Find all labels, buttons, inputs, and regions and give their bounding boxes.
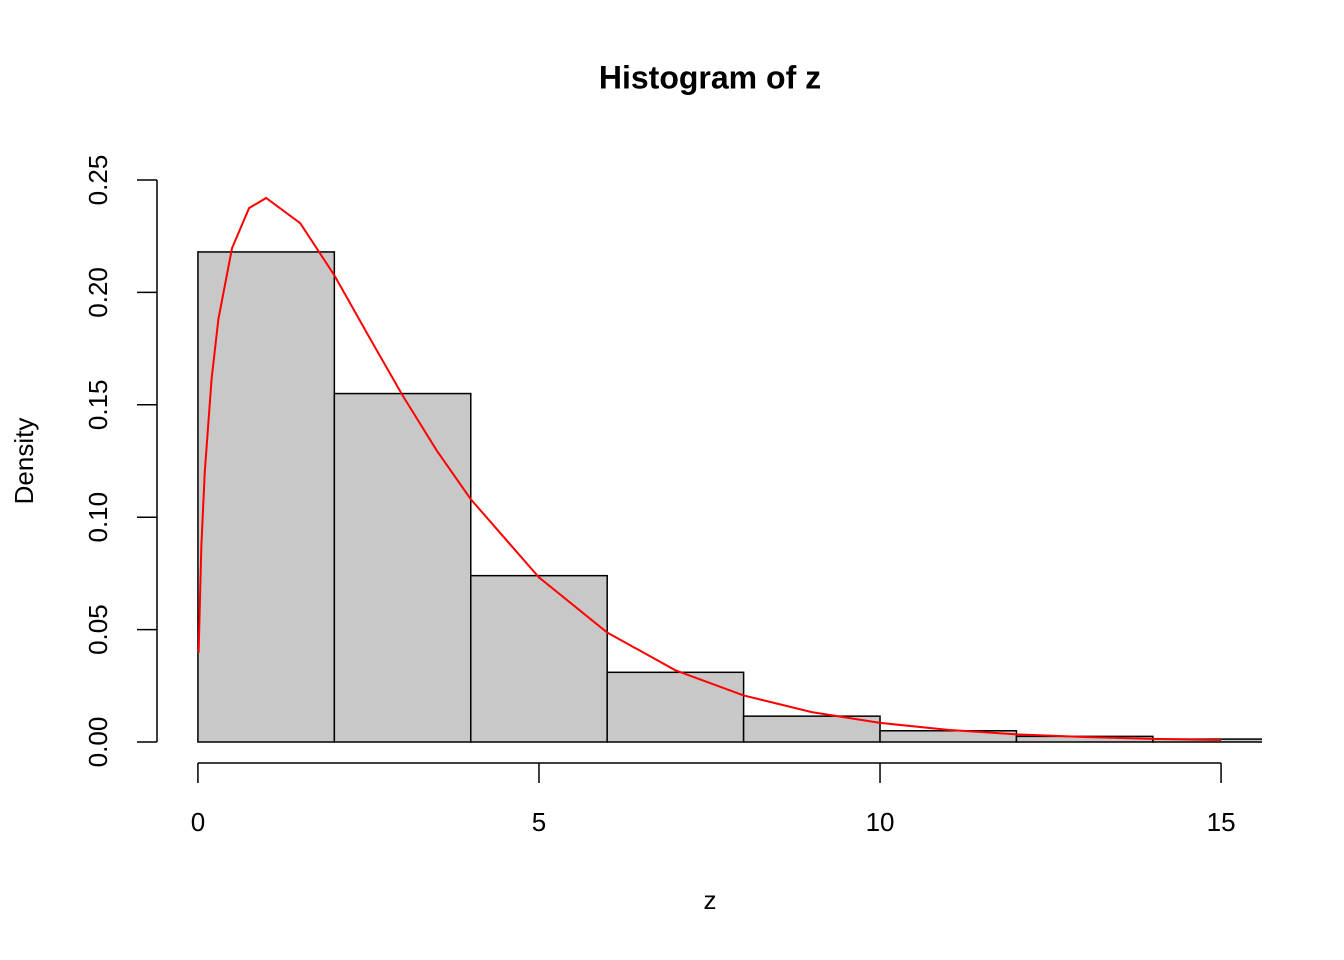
y-tick-label: 0.15: [83, 379, 113, 430]
bar: [470, 574, 608, 743]
bar: [742, 715, 881, 743]
bar: [333, 392, 472, 743]
x-tick-label: 5: [532, 807, 546, 837]
chart-title: Histogram of z: [599, 59, 821, 95]
x-tick-label: 0: [191, 807, 205, 837]
density-curve: [197, 196, 1222, 741]
y-tick-label: 0.10: [83, 492, 113, 543]
x-tick-label: 10: [866, 807, 895, 837]
x-axis-label: z: [704, 885, 717, 915]
y-axis-label: Density: [9, 418, 39, 505]
bar: [197, 251, 336, 743]
y-tick-label: 0.25: [83, 155, 113, 206]
y-tick-label: 0.05: [83, 604, 113, 655]
y-tick-label: 0.20: [83, 267, 113, 318]
plot-area: [197, 196, 1262, 743]
bar: [606, 671, 745, 743]
y-tick-label: 0.00: [83, 717, 113, 768]
x-tick-label: 15: [1207, 807, 1236, 837]
